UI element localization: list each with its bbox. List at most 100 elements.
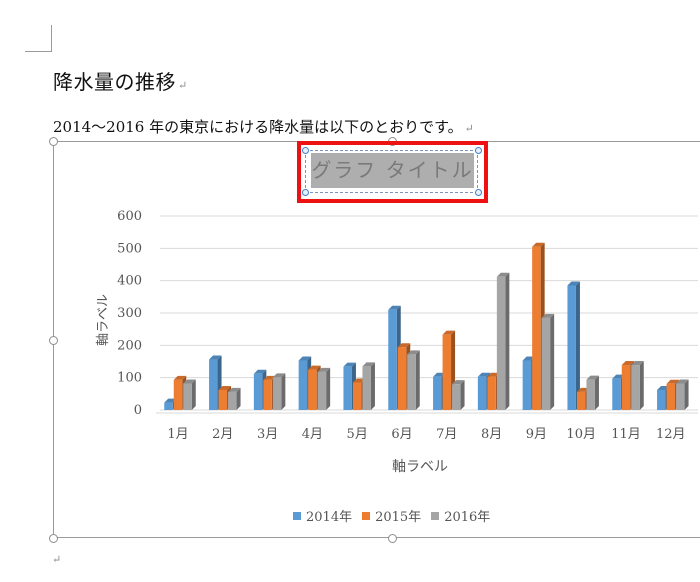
bar [352,382,362,410]
bar-top [352,378,366,383]
bar [576,391,586,410]
bar-top [407,350,420,355]
bar-top [532,242,545,247]
bar-top [676,379,689,384]
bar-side [281,373,286,410]
bar-top [183,379,196,384]
bar-top [228,387,241,392]
bar-top [397,343,411,348]
document-paragraph: 2014～2016 年の東京における降水量は以下のとおりです。 ↵ [53,116,474,137]
bar [612,378,621,410]
bar [666,383,676,410]
bar [397,347,407,410]
bar [317,371,327,410]
chart-resize-handle-bottom-left[interactable] [49,534,58,543]
bar-side [594,375,599,410]
x-tick-label: 11月 [611,427,641,442]
bar [433,376,442,410]
chart-resize-handle-bottom[interactable] [388,534,397,543]
legend-item[interactable]: 2014年 [293,506,352,525]
bar-side [236,387,241,410]
bar-side [415,350,420,410]
bar [228,391,237,410]
legend-swatch [362,511,371,520]
x-tick-label: 12月 [656,427,686,442]
legend-item[interactable]: 2015年 [362,506,421,525]
bar-top [631,361,644,366]
x-tick-label: 7月 [436,427,457,442]
y-tick-label: 0 [134,403,142,418]
x-tick-label: 6月 [391,427,412,442]
title-handle-top-right[interactable] [475,147,482,154]
x-tick-label: 10月 [566,427,596,442]
bar-top [541,313,555,318]
title-handle-bottom-left[interactable] [302,189,309,196]
bar [631,365,640,410]
chart-legend[interactable]: 2014年 2015年 2016年 [293,506,490,525]
chart-title[interactable]: グラフ タイトル [311,153,474,188]
bar [343,366,352,410]
bar-side [639,361,644,410]
bar [487,376,496,410]
bar [263,379,272,410]
legend-label: 2015年 [375,510,422,525]
bar-top [452,380,465,385]
document-end-mark: ↵ [52,553,62,566]
bar-top [576,387,590,392]
bar [442,334,452,410]
bar-side [370,362,375,410]
chart-resize-handle-top-left[interactable] [49,137,58,146]
bar [298,360,308,410]
title-handle-top-left[interactable] [302,147,309,154]
bar [253,373,263,410]
legend-swatch [431,511,440,520]
bar-side [505,272,510,410]
bar-top [477,372,491,377]
bar-top [621,361,635,366]
bar-top [272,373,286,378]
x-axis-title[interactable]: 軸ラベル [392,459,448,475]
chart-resize-handle-left[interactable] [49,336,58,345]
x-tick-label: 8月 [481,427,502,442]
chart-title-selection[interactable] [305,150,478,193]
y-tick-label: 600 [117,209,142,224]
bar [567,285,576,410]
bar [522,360,532,410]
y-tick-label: 100 [117,371,142,386]
heading-text: 降水量の推移 [53,70,176,94]
x-tick-label: 1月 [167,427,188,442]
x-tick-label: 4月 [302,427,323,442]
bar-top [317,367,331,372]
bar-side [684,379,689,410]
document-heading: 降水量の推移 ↵ [53,66,188,95]
y-tick-label: 400 [117,274,142,289]
bar [496,276,506,410]
paragraph-mark: ↵ [464,122,474,135]
bar [183,383,192,410]
y-axis-title[interactable]: 軸ラベル [96,293,111,346]
legend-item[interactable]: 2016年 [431,506,490,525]
paragraph-text: 2014～2016 年の東京における降水量は以下のとおりです。 [53,118,463,136]
bar [173,379,183,410]
bar [586,379,595,410]
y-tick-label: 200 [117,338,142,353]
x-tick-label: 3月 [257,427,278,442]
bar-top [263,375,276,380]
bar-top [164,398,177,403]
y-tick-label: 300 [117,306,142,321]
bar [164,402,173,410]
bar-top [343,362,356,367]
title-handle-bottom-right[interactable] [475,189,482,196]
bar-top [388,305,401,310]
bar-top [433,372,446,377]
x-tick-label: 5月 [347,427,368,442]
margin-corner-mark [25,25,52,52]
bar-top [308,365,321,370]
bar-side [550,313,555,410]
bar-side [460,380,465,410]
bar-top [298,356,312,361]
bar-top [442,330,456,335]
title-highlight-box [297,141,488,203]
bar-top [567,281,580,286]
